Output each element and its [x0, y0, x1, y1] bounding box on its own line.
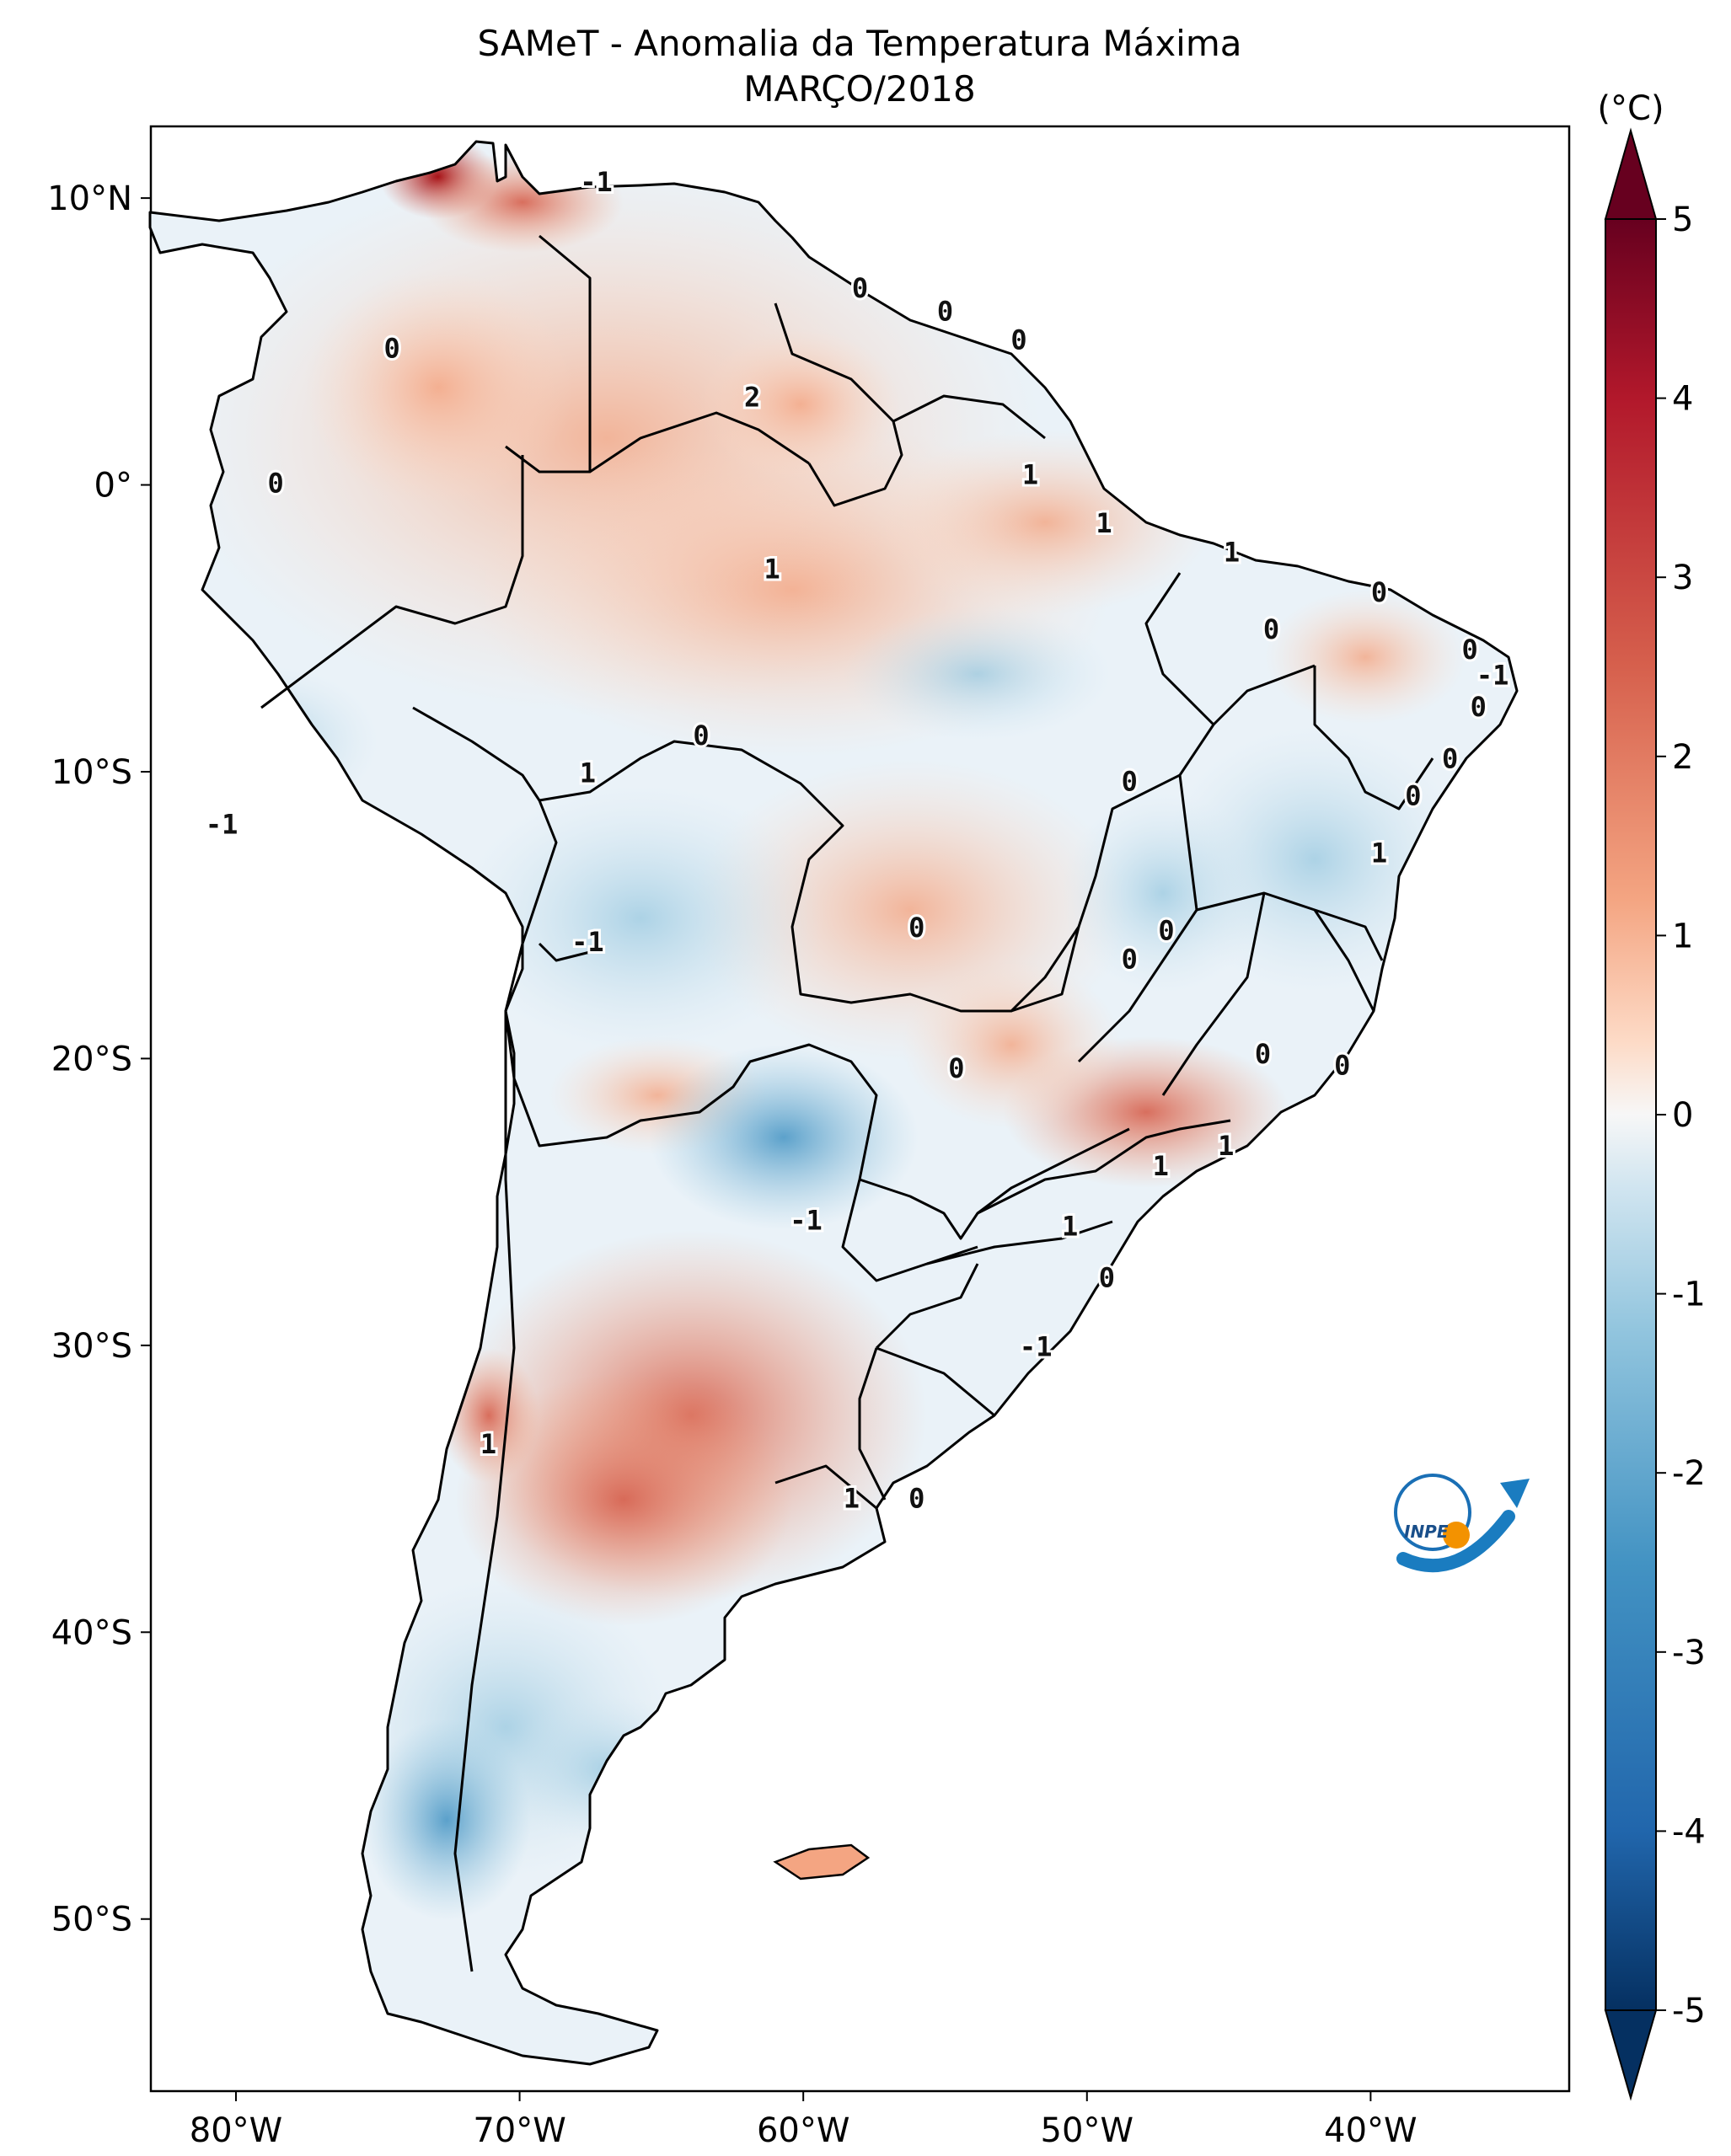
- colorbar-tick-label: -2: [1672, 1454, 1706, 1493]
- colorbar-unit: (°C): [1597, 89, 1664, 128]
- chart-subtitle: MARÇO/2018: [743, 68, 975, 110]
- colorbar-tick-label: 2: [1672, 738, 1693, 777]
- inpe-logo: INPE: [1394, 1474, 1530, 1573]
- lat-tick-label: 40°S: [51, 1613, 132, 1652]
- contour-label: -1: [571, 926, 604, 958]
- contour-label: 0: [1099, 1262, 1115, 1294]
- contour-label: 1: [764, 554, 780, 586]
- contour-label: 0: [1122, 944, 1138, 976]
- contour-label: 1: [1371, 837, 1387, 869]
- contour-label: -1: [206, 809, 238, 841]
- contour-label: -1: [1476, 660, 1509, 692]
- contour-label: -1: [790, 1204, 823, 1236]
- contour-label: 1: [580, 757, 596, 789]
- colorbar-max-arrow: [1604, 127, 1658, 220]
- contour-label: 0: [1471, 691, 1487, 723]
- colorbar-tick-label: 0: [1672, 1096, 1693, 1135]
- country-borders: [260, 234, 1434, 1972]
- logo-swoosh-icon: [1396, 1510, 1515, 1573]
- contour-label: -1: [580, 166, 613, 198]
- colorbar-tick-label: -1: [1672, 1276, 1706, 1314]
- colorbar-gradient: [1605, 218, 1657, 2011]
- contour-label: 1: [1218, 1130, 1234, 1162]
- contour-label: 0: [1462, 634, 1478, 666]
- contour-label: 0: [1263, 613, 1279, 645]
- colorbar: (°C) 5 4 3 2 1 0 -1 -2 -3 -4 -5: [1597, 89, 1706, 2101]
- contour-label: 0: [1371, 576, 1387, 608]
- contour-label: 0: [908, 1483, 924, 1515]
- contour-label: 1: [1096, 507, 1112, 539]
- logo-text: INPE: [1404, 1522, 1449, 1542]
- lon-tick-label: 50°W: [1041, 2111, 1133, 2150]
- logo-sun-icon: [1443, 1522, 1470, 1549]
- lon-tick-label: 40°W: [1324, 2111, 1417, 2150]
- lat-tick-label: 50°S: [51, 1901, 132, 1939]
- lon-tick-label: 60°W: [757, 2111, 849, 2150]
- contour-label: 0: [693, 720, 709, 752]
- contour-label: 1: [1153, 1150, 1169, 1182]
- lon-tick-label: 70°W: [473, 2111, 565, 2150]
- chart-title: SAMeT - Anomalia da Temperatura Máxima: [478, 23, 1242, 64]
- contour-label: 2: [744, 381, 760, 413]
- contour-label: 1: [480, 1428, 496, 1460]
- colorbar-tick-label: -5: [1672, 1992, 1706, 2030]
- contour-label: 1: [1022, 458, 1038, 490]
- contour-label: 1: [844, 1483, 860, 1515]
- contour-label: 0: [1122, 766, 1138, 798]
- logo-arrow-icon: [1500, 1479, 1530, 1508]
- lat-tick-label: 20°S: [51, 1040, 132, 1078]
- contour-label: 0: [1255, 1038, 1271, 1070]
- lat-tick-label: 30°S: [51, 1327, 132, 1366]
- contour-label: -1: [1020, 1330, 1053, 1362]
- colorbar-min-arrow: [1604, 2009, 1658, 2101]
- lat-tick-label: 0°: [94, 467, 132, 506]
- colorbar-tick-label: 3: [1672, 559, 1693, 597]
- contour-label: 0: [1010, 324, 1026, 356]
- contour-label: 1: [1224, 536, 1240, 568]
- falkland-islands: [773, 1843, 871, 1880]
- lat-tick-label: 10°N: [47, 179, 132, 218]
- contour-label: 0: [852, 272, 868, 304]
- lat-tick-label: 10°S: [51, 753, 132, 792]
- lon-tick-label: 80°W: [190, 2111, 282, 2150]
- colorbar-ticks: 5 4 3 2 1 0 -1 -2 -3 -4 -5: [1656, 201, 1706, 2030]
- latitude-axis: 10°N 0° 10°S 20°S 30°S 40°S 50°S: [47, 179, 151, 1939]
- contour-label: 0: [267, 468, 283, 500]
- contour-label: 0: [1158, 915, 1174, 947]
- contour-label: 0: [948, 1052, 964, 1084]
- contour-label: 0: [1405, 780, 1421, 812]
- contour-label: 0: [908, 912, 924, 944]
- colorbar-tick-label: 4: [1672, 380, 1693, 419]
- contour-label: 0: [383, 333, 399, 365]
- colorbar-tick-label: 5: [1672, 201, 1693, 239]
- logo-orbit-icon: [1394, 1474, 1471, 1551]
- colorbar-tick-label: -3: [1672, 1634, 1706, 1672]
- contour-label: 0: [1442, 742, 1458, 774]
- contour-label: 0: [937, 295, 953, 327]
- longitude-axis: 80°W 70°W 60°W 50°W 40°W: [190, 2091, 1417, 2150]
- contour-label: 1: [1062, 1210, 1078, 1242]
- contour-label: 0: [1334, 1050, 1350, 1082]
- colorbar-tick-label: 1: [1672, 917, 1693, 955]
- colorbar-tick-label: -4: [1672, 1812, 1706, 1851]
